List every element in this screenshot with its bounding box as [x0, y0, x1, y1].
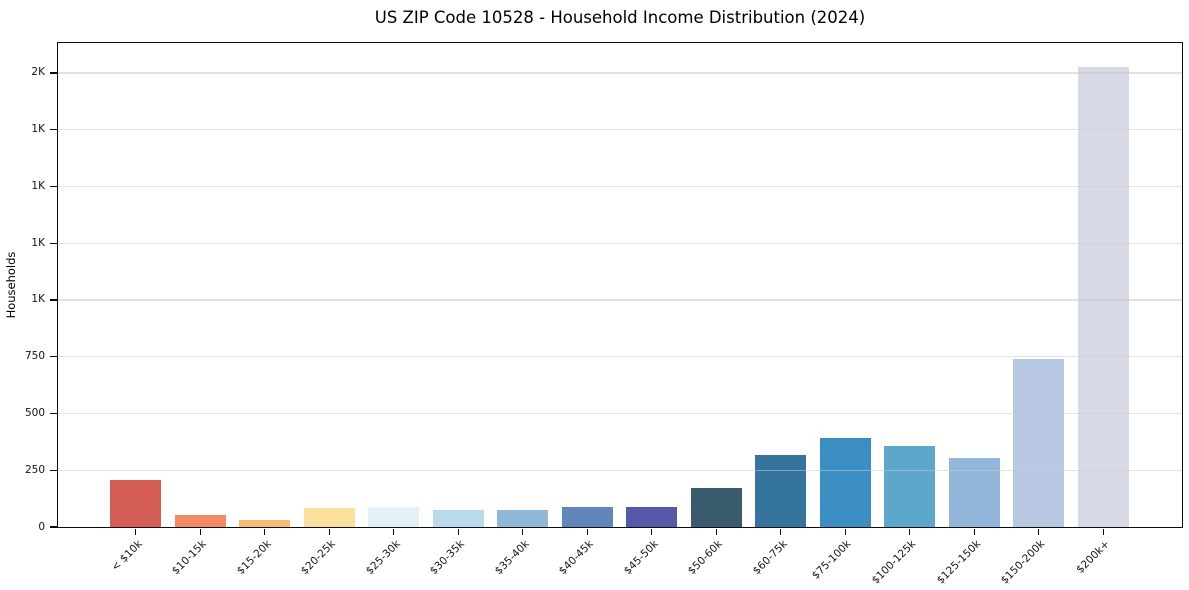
- x-tick-label: $30-35k: [427, 538, 467, 578]
- y-tick-label: 750: [24, 350, 45, 363]
- x-tick-label: $10-15k: [169, 538, 209, 578]
- x-tick-label: $20-25k: [298, 538, 338, 578]
- x-tick-mark: [264, 528, 266, 535]
- bar-$35-40k: [497, 510, 549, 527]
- y-tick-label: 1K: [31, 123, 45, 136]
- y-tick-mark: [50, 412, 57, 415]
- grid-line-1750: [58, 129, 1182, 131]
- grid-line-1250: [58, 242, 1182, 244]
- x-tick-label: $60-75k: [750, 538, 790, 578]
- x-tick-mark: [199, 528, 201, 535]
- x-tick-mark: [780, 528, 782, 535]
- x-tick-mark: [715, 528, 717, 535]
- y-tick-label: 250: [24, 463, 45, 476]
- y-tick-mark: [50, 299, 57, 301]
- grid-line-1500: [58, 185, 1182, 188]
- bar-$50-60k: [690, 487, 742, 527]
- y-tick-mark: [50, 526, 57, 528]
- x-tick-mark: [973, 528, 975, 535]
- bar-$60-75k: [755, 455, 807, 527]
- plot-area: 0 250 500 750 1K 1K 1K 1K 2K < $10k $10-15k $15-20…: [25, 42, 1183, 587]
- y-tick-label: 1K: [31, 236, 45, 249]
- x-tick-mark: [522, 528, 524, 535]
- x-tick-mark: [651, 528, 653, 535]
- y-tick-mark: [50, 185, 57, 188]
- bar-$200k+: [1077, 67, 1129, 527]
- y-tick-mark: [50, 72, 57, 74]
- grid-line-750: [58, 356, 1182, 358]
- x-tick-mark: [457, 528, 459, 535]
- y-tick-mark: [50, 469, 57, 471]
- bar-$40-45k: [561, 507, 613, 527]
- y-tick-label: 2K: [31, 66, 45, 79]
- x-tick-label: $50-60k: [685, 538, 725, 578]
- bar-$150-200k: [1013, 359, 1065, 527]
- x-tick-label: $150-200k: [998, 538, 1048, 587]
- y-tick-label: 1K: [31, 179, 45, 192]
- bar-$125-150k: [948, 457, 1000, 527]
- x-tick-mark: [586, 528, 588, 535]
- grid-line-1000: [58, 299, 1182, 301]
- bar-$75-100k: [819, 438, 871, 527]
- bar-$10-15k: [174, 515, 226, 527]
- x-tick-label: $100-125k: [869, 538, 919, 587]
- x-tick-label: $75-100k: [809, 538, 854, 582]
- y-tick-label: 1K: [31, 293, 45, 306]
- x-tick-label: $15-20k: [234, 538, 274, 578]
- x-tick-mark: [135, 528, 137, 535]
- y-tick-mark: [50, 129, 57, 131]
- grid-line-2000: [58, 72, 1182, 74]
- bar-$15-20k: [239, 520, 291, 527]
- x-tick-label: $35-40k: [492, 538, 532, 578]
- x-tick-label: $40-45k: [556, 538, 596, 578]
- x-tick-label: $45-50k: [621, 538, 661, 578]
- x-tick-mark: [1038, 528, 1040, 535]
- bar-$30-35k: [432, 509, 484, 527]
- bar-$45-50k: [626, 507, 678, 527]
- x-tick-label: $200k+: [1073, 538, 1112, 576]
- x-tick-mark: [328, 528, 330, 535]
- x-tick-mark: [844, 528, 846, 535]
- bar-$20-25k: [303, 507, 355, 527]
- y-tick-label: 0: [38, 520, 45, 533]
- x-tick-label: $25-30k: [363, 538, 403, 578]
- x-tick-mark: [909, 528, 911, 535]
- x-tick-label: $125-150k: [934, 538, 983, 587]
- y-axis-label: Households: [4, 251, 18, 319]
- bar-$25-30k: [368, 506, 420, 527]
- chart-title: US ZIP Code 10528 - Household Income Dis…: [374, 8, 866, 27]
- x-tick-label: < $10k: [108, 538, 145, 574]
- y-tick-label: 500: [24, 407, 45, 419]
- x-tick-mark: [1102, 528, 1104, 535]
- y-tick-mark: [50, 242, 57, 244]
- bar-< $10k: [110, 480, 162, 527]
- bar-$100-125k: [884, 446, 936, 527]
- x-tick-mark: [393, 528, 395, 535]
- y-tick-mark: [50, 356, 57, 358]
